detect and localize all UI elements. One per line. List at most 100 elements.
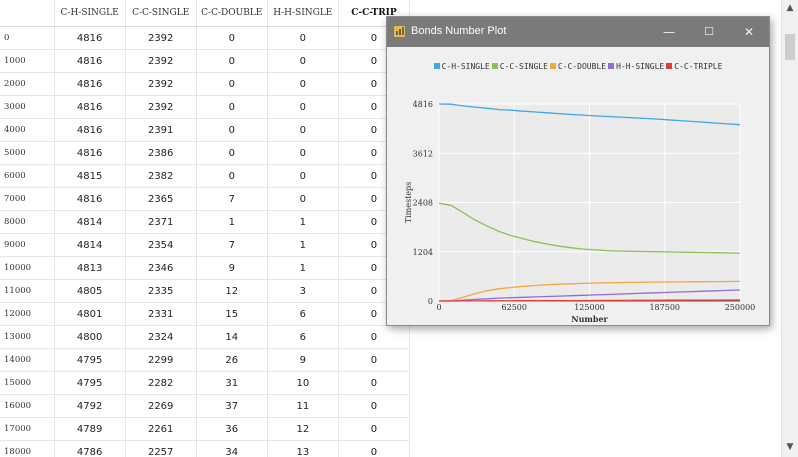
row-header[interactable]: 6000 <box>0 164 55 188</box>
table-cell[interactable]: 0 <box>196 95 268 119</box>
table-cell[interactable]: 0 <box>196 72 268 96</box>
table-row[interactable]: 10000 4813 2346 9 1 0 <box>0 256 410 280</box>
table-row[interactable]: 16000 4792 2269 37 11 0 <box>0 394 410 418</box>
table-cell[interactable]: 2392 <box>125 72 197 96</box>
table-cell[interactable]: 2299 <box>125 348 197 372</box>
table-cell[interactable]: 12 <box>267 417 339 441</box>
scroll-down-arrow-icon[interactable]: ▼ <box>786 442 794 452</box>
table-cell[interactable]: 2386 <box>125 141 197 165</box>
row-header[interactable]: 0 <box>0 26 55 50</box>
table-cell[interactable]: 4801 <box>54 302 126 326</box>
row-header[interactable]: 5000 <box>0 141 55 165</box>
column-header-c-c-single[interactable]: C-C-SINGLE <box>125 0 197 27</box>
table-cell[interactable]: 0 <box>338 371 410 395</box>
column-header-h-h-single[interactable]: H-H-SINGLE <box>267 0 339 27</box>
table-row[interactable]: 12000 4801 2331 15 6 0 <box>0 302 410 326</box>
table-row[interactable]: 7000 4816 2365 7 0 0 <box>0 187 410 211</box>
table-cell[interactable]: 0 <box>196 141 268 165</box>
row-header[interactable]: 7000 <box>0 187 55 211</box>
vertical-scrollbar[interactable]: ▲ ▼ <box>781 0 798 457</box>
table-cell[interactable]: 0 <box>267 72 339 96</box>
table-row[interactable]: 13000 4800 2324 14 6 0 <box>0 325 410 349</box>
table-cell[interactable]: 0 <box>338 440 410 457</box>
table-cell[interactable]: 0 <box>338 394 410 418</box>
table-cell[interactable]: 14 <box>196 325 268 349</box>
table-cell[interactable]: 0 <box>267 26 339 50</box>
table-cell[interactable]: 0 <box>267 141 339 165</box>
table-cell[interactable]: 15 <box>196 302 268 326</box>
row-header[interactable]: 16000 <box>0 394 55 418</box>
table-cell[interactable]: 34 <box>196 440 268 457</box>
row-header[interactable]: 18000 <box>0 440 55 457</box>
table-cell[interactable]: 0 <box>338 417 410 441</box>
row-header[interactable]: 14000 <box>0 348 55 372</box>
table-row[interactable]: 9000 4814 2354 7 1 0 <box>0 233 410 257</box>
table-cell[interactable]: 10 <box>267 371 339 395</box>
table-cell[interactable]: 2257 <box>125 440 197 457</box>
table-row[interactable]: 5000 4816 2386 0 0 0 <box>0 141 410 165</box>
table-row[interactable]: 17000 4789 2261 36 12 0 <box>0 417 410 441</box>
table-cell[interactable]: 2365 <box>125 187 197 211</box>
table-cell[interactable]: 2354 <box>125 233 197 257</box>
bonds-data-table[interactable]: C-H-SINGLE C-C-SINGLE C-C-DOUBLE H-H-SIN… <box>0 0 410 457</box>
table-row[interactable]: 4000 4816 2391 0 0 0 <box>0 118 410 142</box>
table-cell[interactable]: 2391 <box>125 118 197 142</box>
table-cell[interactable]: 4789 <box>54 417 126 441</box>
table-cell[interactable]: 31 <box>196 371 268 395</box>
table-cell[interactable]: 0 <box>338 348 410 372</box>
table-cell[interactable]: 4816 <box>54 187 126 211</box>
table-cell[interactable]: 2382 <box>125 164 197 188</box>
scrollbar-thumb[interactable] <box>785 34 795 60</box>
table-cell[interactable]: 2335 <box>125 279 197 303</box>
table-cell[interactable]: 4816 <box>54 26 126 50</box>
table-cell[interactable]: 4816 <box>54 72 126 96</box>
table-cell[interactable]: 4816 <box>54 118 126 142</box>
table-cell[interactable]: 9 <box>196 256 268 280</box>
table-cell[interactable]: 4816 <box>54 49 126 73</box>
table-row[interactable]: 8000 4814 2371 1 1 0 <box>0 210 410 234</box>
table-cell[interactable]: 4814 <box>54 233 126 257</box>
table-row[interactable]: 2000 4816 2392 0 0 0 <box>0 72 410 96</box>
table-cell[interactable]: 3 <box>267 279 339 303</box>
table-cell[interactable]: 2346 <box>125 256 197 280</box>
table-cell[interactable]: 4786 <box>54 440 126 457</box>
table-cell[interactable]: 7 <box>196 233 268 257</box>
table-cell[interactable]: 2371 <box>125 210 197 234</box>
table-cell[interactable]: 0 <box>196 49 268 73</box>
table-cell[interactable]: 1 <box>196 210 268 234</box>
bonds-number-plot-window[interactable]: Bonds Number Plot — ☐ ✕ C-H-SINGLE C-C-SI… <box>386 16 770 326</box>
table-cell[interactable]: 0 <box>196 26 268 50</box>
scroll-up-arrow-icon[interactable]: ▲ <box>786 3 794 13</box>
table-cell[interactable]: 7 <box>196 187 268 211</box>
window-titlebar[interactable]: Bonds Number Plot — ☐ ✕ <box>387 17 769 47</box>
table-cell[interactable]: 6 <box>267 302 339 326</box>
table-cell[interactable]: 2324 <box>125 325 197 349</box>
table-cell[interactable]: 0 <box>338 325 410 349</box>
table-cell[interactable]: 4795 <box>54 371 126 395</box>
table-row[interactable]: 3000 4816 2392 0 0 0 <box>0 95 410 119</box>
table-cell[interactable]: 2392 <box>125 26 197 50</box>
table-cell[interactable]: 2392 <box>125 49 197 73</box>
row-header[interactable]: 9000 <box>0 233 55 257</box>
table-cell[interactable]: 2392 <box>125 95 197 119</box>
table-cell[interactable]: 2282 <box>125 371 197 395</box>
row-header[interactable]: 12000 <box>0 302 55 326</box>
column-header-c-c-double[interactable]: C-C-DOUBLE <box>196 0 268 27</box>
table-cell[interactable]: 0 <box>196 118 268 142</box>
table-cell[interactable]: 0 <box>267 49 339 73</box>
row-header[interactable]: 2000 <box>0 72 55 96</box>
minimize-button[interactable]: — <box>663 25 675 39</box>
table-cell[interactable]: 4815 <box>54 164 126 188</box>
table-cell[interactable]: 0 <box>267 118 339 142</box>
table-cell[interactable]: 2261 <box>125 417 197 441</box>
table-row[interactable]: 15000 4795 2282 31 10 0 <box>0 371 410 395</box>
row-header[interactable]: 4000 <box>0 118 55 142</box>
table-cell[interactable]: 4795 <box>54 348 126 372</box>
table-cell[interactable]: 13 <box>267 440 339 457</box>
column-header-c-h-single[interactable]: C-H-SINGLE <box>54 0 126 27</box>
table-row[interactable]: 11000 4805 2335 12 3 0 <box>0 279 410 303</box>
table-cell[interactable]: 1 <box>267 233 339 257</box>
table-cell[interactable]: 1 <box>267 210 339 234</box>
table-cell[interactable]: 1 <box>267 256 339 280</box>
table-row[interactable]: 14000 4795 2299 26 9 0 <box>0 348 410 372</box>
